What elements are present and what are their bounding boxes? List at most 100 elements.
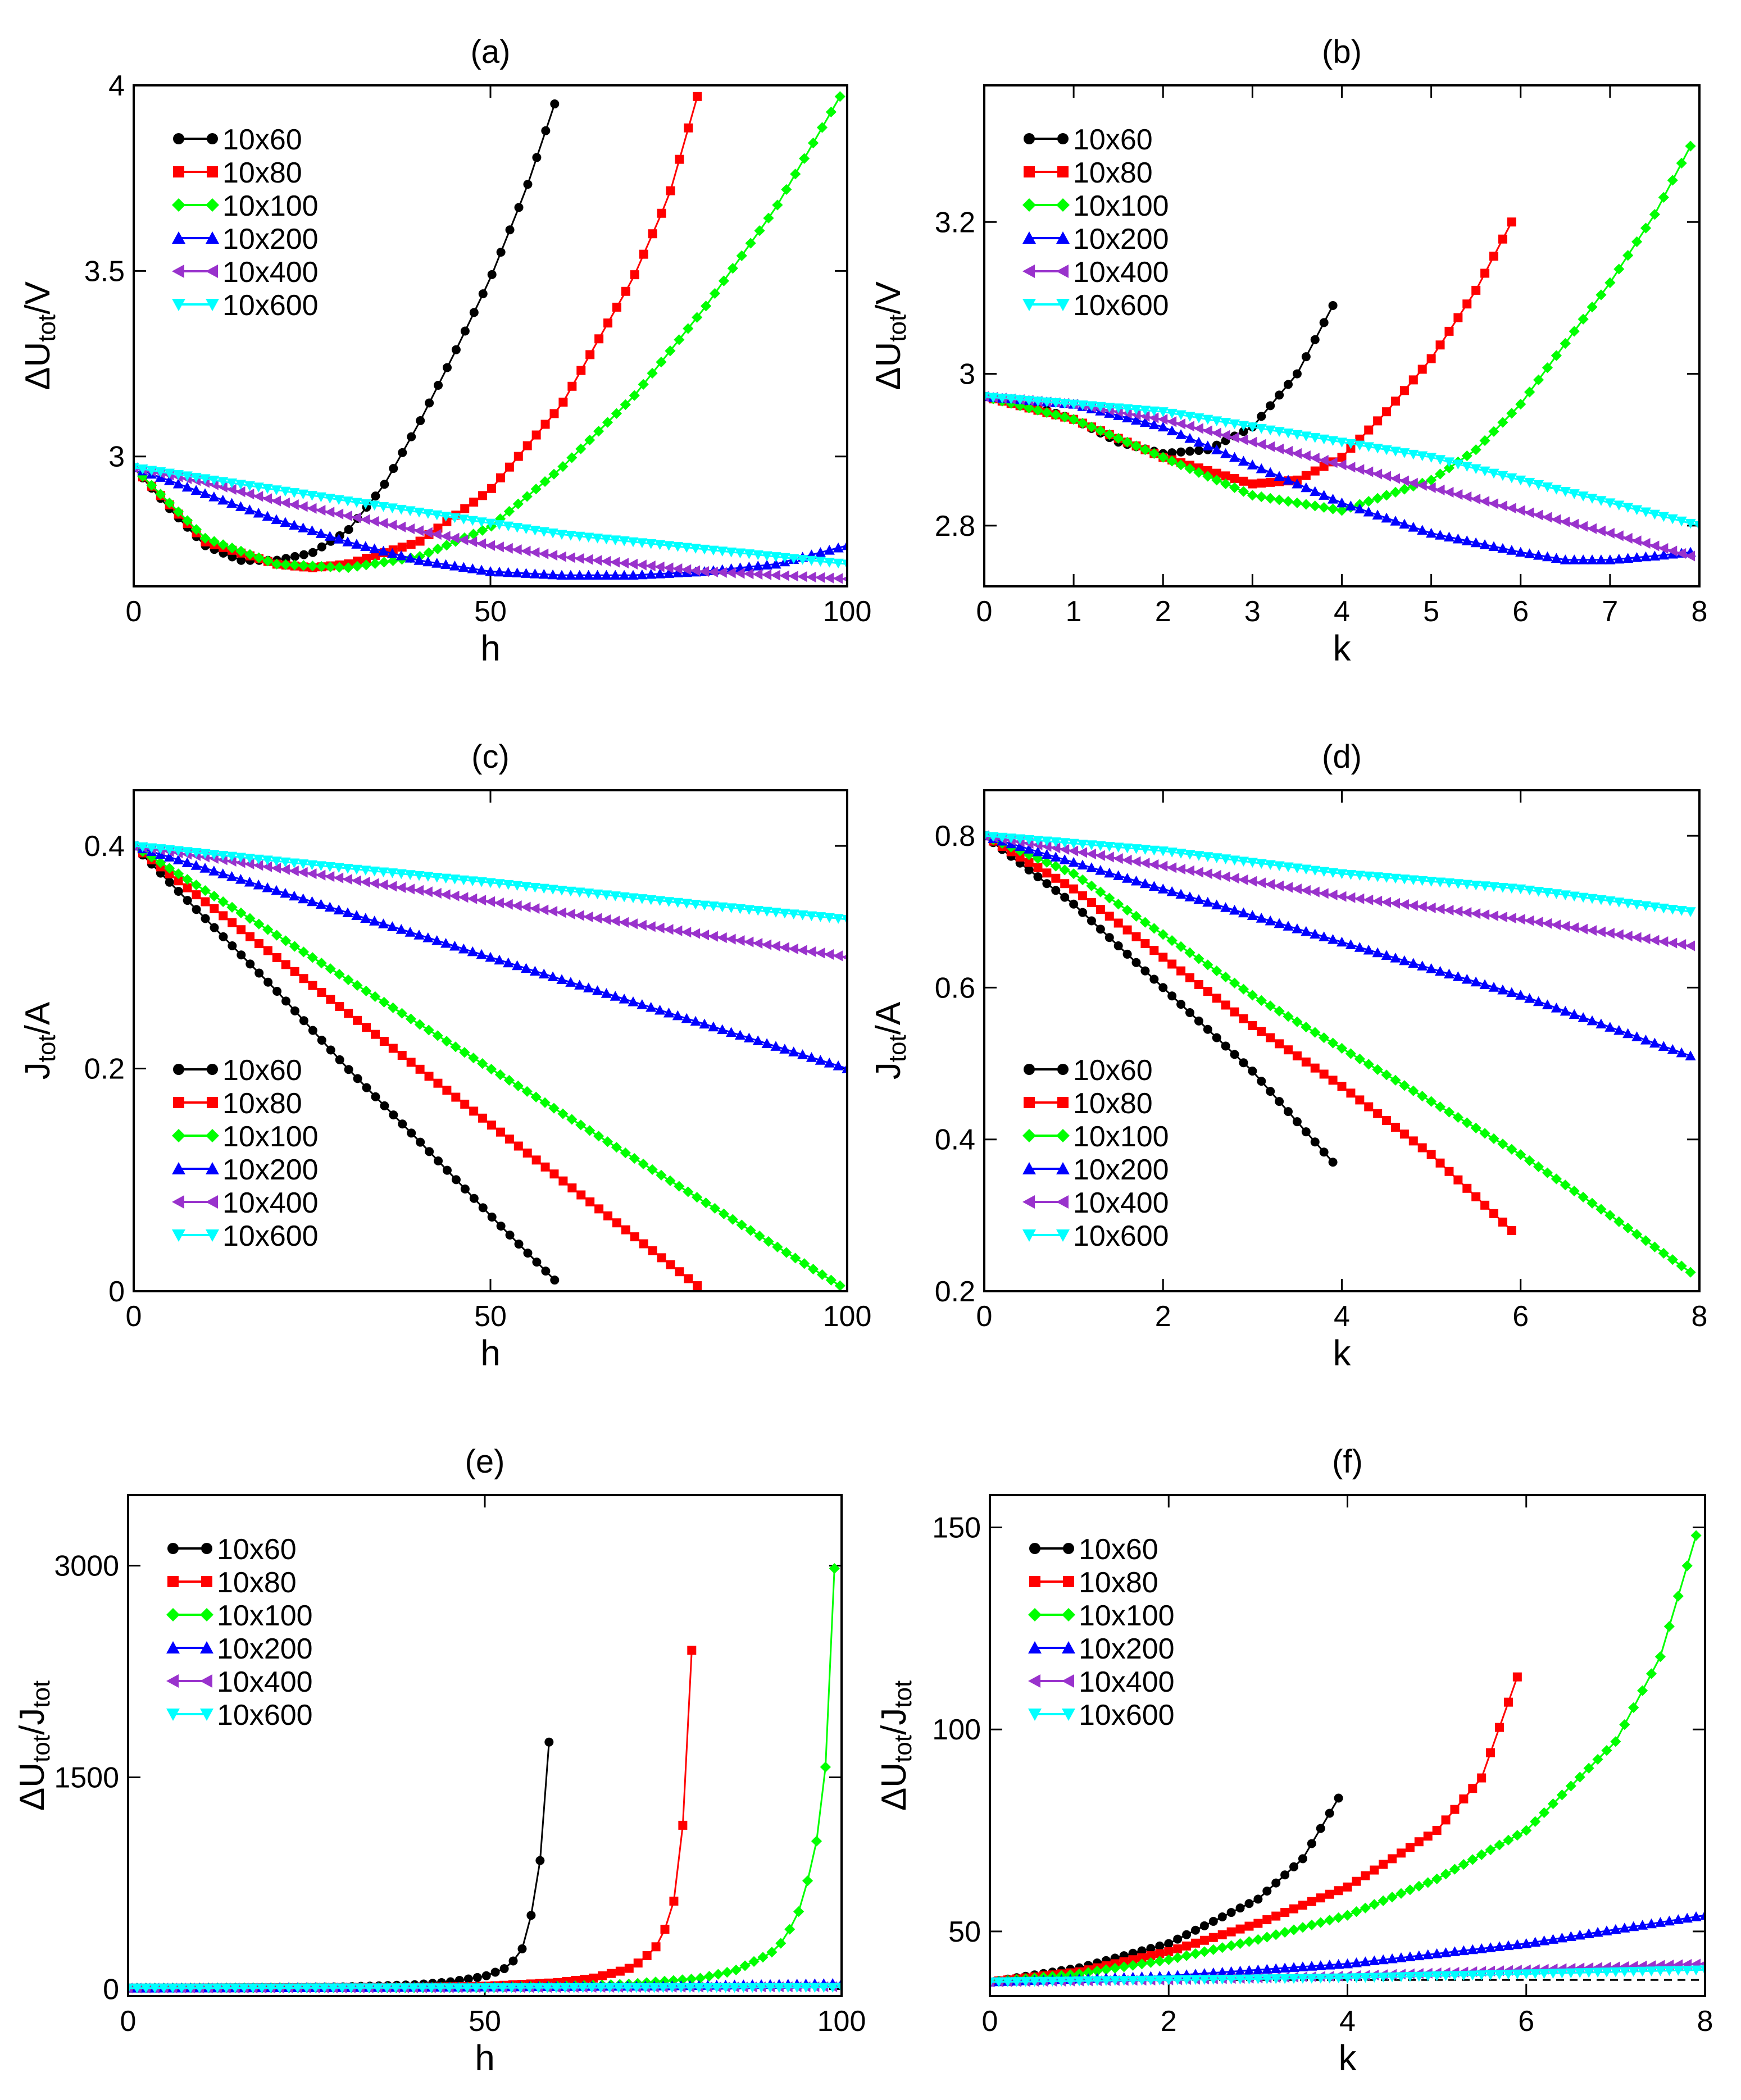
data-point	[298, 501, 308, 512]
data-point	[1023, 835, 1035, 845]
data-point	[1274, 861, 1285, 872]
data-point	[1667, 937, 1678, 949]
data-point	[1479, 979, 1490, 989]
data-point	[675, 154, 684, 164]
legend-swatch-marker	[201, 1576, 212, 1587]
data-point	[1663, 1966, 1675, 1976]
data-point	[451, 345, 461, 354]
data-point	[1461, 973, 1472, 984]
data-point	[1498, 234, 1507, 244]
data-point	[748, 1956, 760, 1967]
data-point	[1270, 1963, 1281, 1974]
series-10x400	[134, 840, 847, 962]
data-point	[648, 1246, 657, 1255]
data-point	[1220, 854, 1231, 864]
data-point	[681, 927, 692, 938]
data-point	[476, 538, 487, 549]
data-point	[306, 525, 318, 535]
data-point	[1247, 990, 1258, 1001]
data-point	[1547, 1798, 1559, 1810]
data-point	[208, 865, 220, 876]
data-point	[540, 1162, 550, 1172]
data-point	[1658, 512, 1669, 522]
data-point	[1699, 1910, 1705, 1920]
data-point	[1113, 403, 1124, 413]
data-point	[1631, 900, 1643, 910]
data-point	[1247, 910, 1258, 920]
data-point	[360, 541, 371, 551]
data-point	[1378, 1895, 1389, 1906]
data-point	[1622, 899, 1634, 909]
data-point	[289, 520, 300, 530]
data-point	[389, 464, 398, 473]
data-point	[1628, 1702, 1639, 1713]
data-point	[289, 858, 300, 869]
data-point	[1166, 416, 1177, 427]
data-point	[1256, 439, 1266, 450]
data-point	[1248, 479, 1257, 489]
data-point	[1434, 455, 1446, 465]
data-point	[360, 865, 371, 876]
legend-label: 10x60	[1073, 1054, 1153, 1087]
data-point	[371, 1092, 380, 1101]
data-point	[663, 924, 674, 935]
data-point	[1068, 399, 1079, 410]
legend-entry: 10x600	[172, 1220, 319, 1252]
data-point	[1336, 936, 1348, 947]
data-point	[1086, 848, 1096, 860]
data-point	[1497, 1138, 1508, 1150]
data-point	[1113, 918, 1123, 928]
legend-swatch-marker	[206, 1229, 219, 1242]
data-point	[272, 953, 281, 962]
data-point	[1524, 1155, 1535, 1167]
data-point	[172, 478, 184, 489]
data-point	[1604, 498, 1616, 508]
data-point	[1381, 471, 1392, 482]
data-point	[583, 532, 594, 543]
legend-swatch-marker	[207, 1064, 218, 1075]
data-point	[622, 1983, 633, 1993]
data-point	[503, 899, 513, 910]
data-point	[1399, 955, 1410, 965]
data-point	[1667, 1044, 1678, 1054]
data-point	[1122, 904, 1133, 916]
data-point	[292, 1983, 303, 1994]
data-point	[1515, 990, 1526, 1000]
data-point	[1434, 965, 1446, 976]
data-point	[472, 1973, 482, 1982]
data-point	[1265, 425, 1276, 436]
data-point	[1274, 918, 1285, 928]
data-point	[754, 225, 765, 236]
data-point	[1265, 915, 1276, 926]
legend-swatch-marker	[1028, 1641, 1042, 1653]
data-point	[1601, 1745, 1612, 1756]
data-point	[1667, 175, 1678, 186]
data-point	[325, 561, 336, 572]
x-tick-label: 2	[1155, 1300, 1171, 1333]
data-point	[463, 1974, 473, 1984]
data-point	[630, 1232, 639, 1242]
data-point	[1676, 1047, 1687, 1058]
data-point	[494, 954, 505, 965]
data-point	[1310, 1137, 1320, 1147]
legend-entry: 10x200	[1028, 1633, 1175, 1665]
data-point	[825, 1274, 837, 1286]
legend-entry: 10x100	[1022, 190, 1169, 222]
data-point	[1051, 873, 1061, 883]
data-point	[1622, 1222, 1634, 1233]
data-point	[520, 901, 531, 913]
data-point	[478, 491, 488, 500]
data-point	[683, 1186, 694, 1197]
data-point	[988, 832, 999, 842]
data-point	[637, 894, 648, 904]
data-point	[1574, 1968, 1585, 1978]
data-point	[1434, 468, 1446, 480]
data-point	[1257, 479, 1266, 488]
data-point	[825, 106, 837, 118]
data-point	[687, 1646, 697, 1655]
data-point	[797, 571, 807, 582]
data-point	[1556, 1968, 1567, 1979]
data-point	[253, 860, 263, 871]
data-point	[244, 913, 256, 924]
data-point	[638, 1158, 649, 1170]
